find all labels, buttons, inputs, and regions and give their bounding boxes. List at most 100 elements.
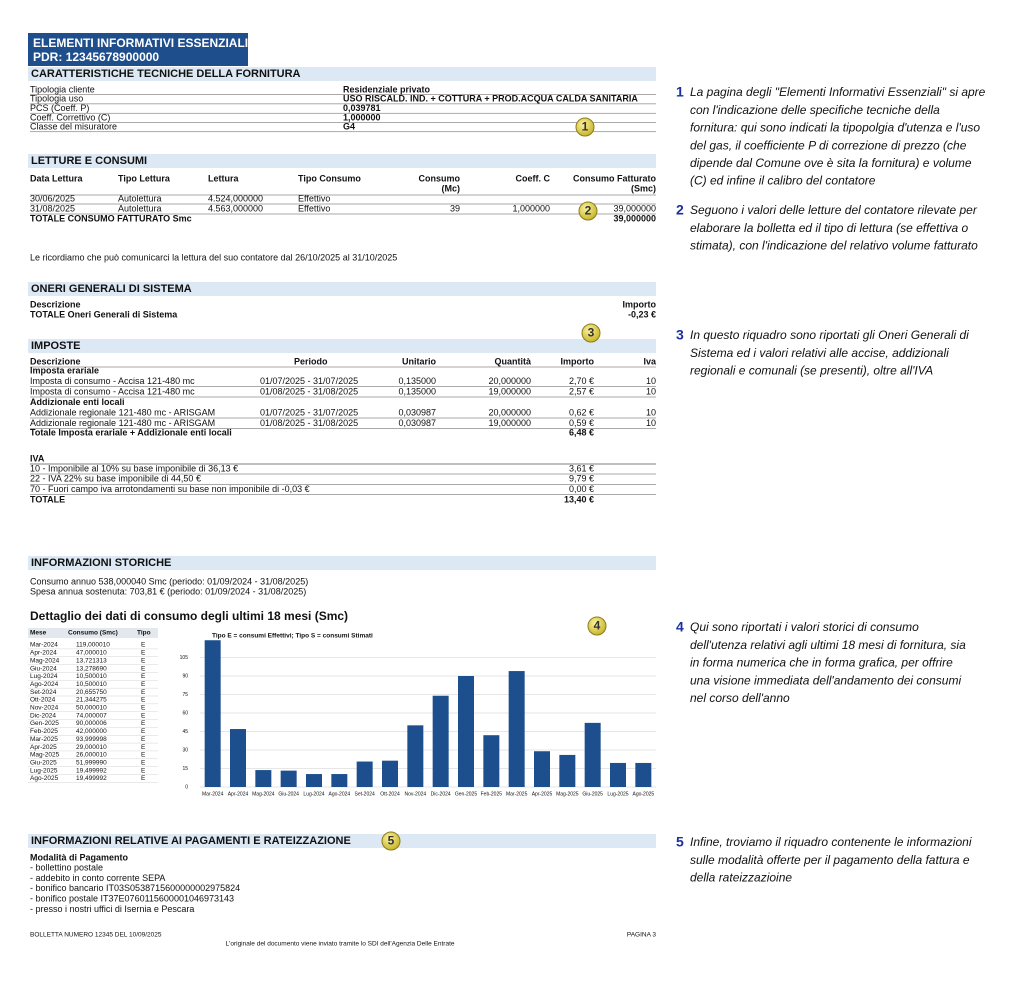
- note-line: stimata), con l'indicazione del relativo…: [690, 239, 978, 253]
- marker-number: 1: [582, 120, 589, 134]
- cell: E: [141, 665, 146, 672]
- total-label: TOTALE Oneri Generali di Sistema: [30, 309, 178, 319]
- history-line: Consumo annuo 538,000040 Smc (periodo: 0…: [30, 576, 308, 586]
- column-header: Lettura: [208, 173, 239, 183]
- cell: 51,999990: [76, 759, 107, 766]
- cell: 0,135000: [398, 376, 436, 386]
- payment-item: - addebito in conto corrente SEPA: [30, 873, 165, 883]
- column-header: Importo: [623, 299, 657, 309]
- group-title: IVA: [30, 453, 45, 463]
- x-tick-label: Ago-2025: [632, 791, 654, 797]
- history-line: Spesa annua sostenuta: 703,81 € (periodo…: [30, 586, 306, 596]
- cell: Autolettura: [118, 193, 162, 203]
- table-header-bg: [28, 628, 158, 638]
- cell: 01/07/2025 - 31/07/2025: [260, 407, 358, 417]
- footer-left: BOLLETTA NUMERO 12345 DEL 10/09/2025: [30, 932, 162, 939]
- x-tick-label: Giu-2024: [278, 791, 299, 797]
- cell: Effettivo: [298, 193, 330, 203]
- bar: [610, 762, 626, 787]
- column-header: Unitario: [402, 356, 437, 366]
- column-header: Iva: [643, 356, 657, 366]
- section-title: ONERI GENERALI DI SISTEMA: [31, 283, 192, 295]
- cell: 10: [646, 386, 656, 396]
- field-label: Tipologia cliente: [30, 84, 95, 94]
- cell: 30/06/2025: [30, 193, 75, 203]
- y-tick-label: 0: [185, 784, 188, 790]
- column-header: Periodo: [294, 356, 328, 366]
- field-label: Coeff. Correttivo (C): [30, 112, 110, 122]
- note-line: Seguono i valori delle letture del conta…: [690, 203, 978, 217]
- chart-subtitle: Tipo E = consumi Effettivi; Tipo S = con…: [212, 633, 373, 640]
- section-title: CARATTERISTICHE TECNICHE DELLA FORNITURA: [31, 68, 301, 80]
- cell: 10: [646, 418, 656, 428]
- section-title: LETTURE E CONSUMI: [31, 155, 147, 167]
- note-line: in forma numerica che in forma grafica, …: [690, 656, 953, 670]
- section-title: INFORMAZIONI STORICHE: [31, 557, 171, 569]
- section-title: IMPOSTE: [31, 340, 81, 352]
- y-tick-label: 30: [182, 747, 188, 753]
- cell: 21,344275: [76, 697, 107, 704]
- cell: 9,79 €: [569, 474, 594, 484]
- column-header: Coeff. C: [516, 173, 551, 183]
- field-label: Tipologia uso: [30, 94, 83, 104]
- cell: 13,721313: [76, 657, 107, 664]
- cell: Mag-2025: [30, 752, 60, 759]
- cell: Apr-2025: [30, 744, 57, 751]
- note-number: 4: [676, 619, 684, 635]
- x-tick-label: Dic-2024: [431, 791, 451, 797]
- note-line: nel corso dell'anno: [690, 691, 790, 705]
- x-tick-label: Mag-2024: [252, 791, 275, 797]
- cell: 10,500010: [76, 681, 107, 688]
- cell: E: [141, 767, 146, 774]
- cell: E: [141, 752, 146, 759]
- column-header: Data Lettura: [30, 173, 84, 183]
- cell: Imposta di consumo - Accisa 121-480 mc: [30, 386, 195, 396]
- chart-title: Dettaglio dei dati di consumo degli ulti…: [30, 609, 348, 623]
- x-tick-label: Apr-2025: [532, 791, 553, 797]
- cell: 10 - Imponibile al 10% su base imponibil…: [30, 463, 238, 473]
- marker: [581, 323, 601, 343]
- cell: E: [141, 744, 146, 751]
- cell: 20,000000: [488, 376, 531, 386]
- column-header: Quantità: [494, 356, 531, 366]
- footer-right: PAGINA 3: [627, 932, 657, 939]
- field-value: USO RISCALD. IND. + COTTURA + PROD.ACQUA…: [343, 94, 638, 104]
- footer-center: L'originale del documento viene inviato …: [225, 941, 454, 948]
- cell: E: [141, 712, 146, 719]
- note-number: 5: [676, 834, 684, 850]
- cell: E: [141, 720, 146, 727]
- x-tick-label: Ott-2024: [380, 791, 400, 797]
- cell: Mag-2024: [30, 657, 60, 664]
- header-title: ELEMENTI INFORMATIVI ESSENZIALI: [33, 36, 248, 50]
- column-header: Descrizione: [30, 356, 81, 366]
- note-line: Sistema ed i valori relativi alle accise…: [690, 346, 949, 360]
- bar: [432, 695, 449, 787]
- field-value: Residenziale privato: [343, 84, 431, 94]
- y-tick-label: 45: [182, 729, 188, 735]
- cell: E: [141, 728, 146, 735]
- y-tick-label: 105: [180, 655, 189, 661]
- x-tick-label: Mag-2025: [556, 791, 579, 797]
- section-bar: [28, 282, 656, 296]
- cell: 2,70 €: [569, 376, 594, 386]
- cell: Mar-2025: [30, 736, 58, 743]
- cell: E: [141, 736, 146, 743]
- cell: Gen-2025: [30, 720, 59, 727]
- marker-number: 2: [585, 204, 592, 218]
- column-header: (Mc): [442, 183, 461, 193]
- section-bar: [28, 67, 656, 81]
- bar: [407, 725, 424, 787]
- cell: 1,000000: [512, 203, 550, 213]
- section-bar: [28, 556, 656, 570]
- cell: Ago-2025: [30, 775, 59, 782]
- marker: [578, 201, 598, 221]
- column-header: (Smc): [631, 183, 656, 193]
- cell: Lug-2024: [30, 673, 58, 680]
- cell: Lug-2025: [30, 767, 58, 774]
- note-line: con l'indicazione delle specifiche tecni…: [690, 103, 940, 117]
- cell: 13,278690: [76, 665, 107, 672]
- column-header: Mese: [30, 630, 47, 637]
- x-tick-label: Feb-2025: [481, 791, 503, 797]
- cell: 0,030987: [398, 418, 436, 428]
